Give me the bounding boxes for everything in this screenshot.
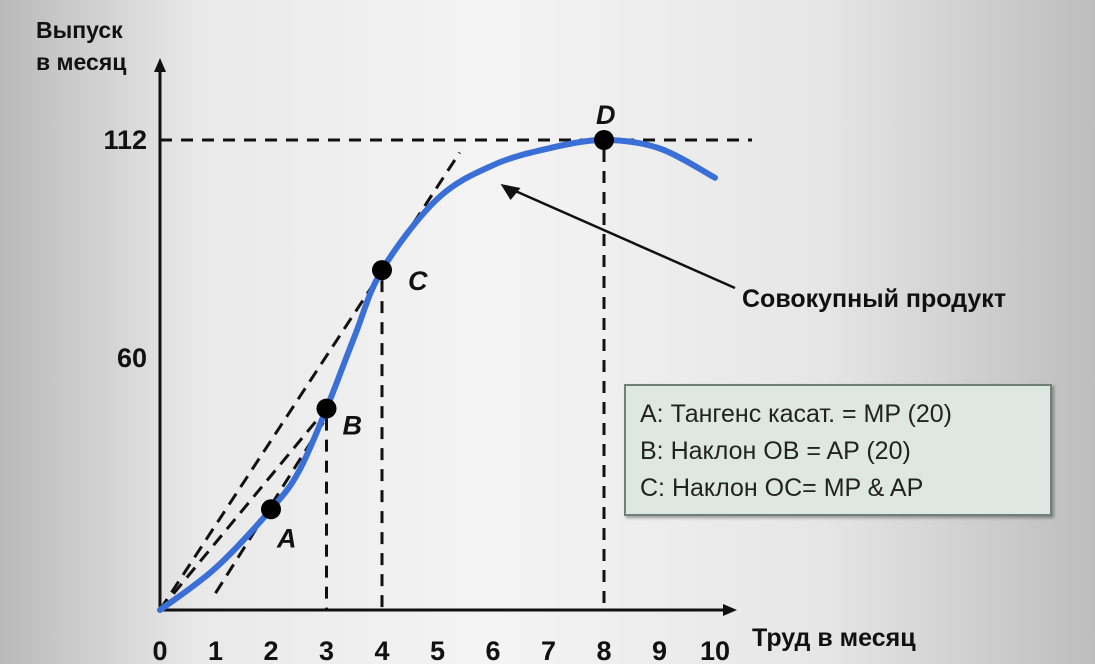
annotation-label: Совокупный продукт [742, 285, 1006, 313]
x-tick-label: 4 [374, 636, 389, 664]
point-d [594, 130, 614, 150]
point-label-a: A [276, 523, 297, 553]
legend-box: A: Тангенс касат. = MP (20) B: Наклон OB… [624, 384, 1052, 516]
x-tick-label: 6 [485, 636, 500, 664]
point-b [316, 398, 337, 419]
legend-line-a: A: Тангенс касат. = MP (20) [640, 400, 952, 428]
annotation-arrowhead-icon [500, 183, 521, 200]
point-a [261, 499, 281, 520]
y-tick-label: 112 [103, 125, 147, 155]
y-axis-title: Выпуск [36, 17, 123, 43]
y-tick-label: 60 [117, 343, 147, 373]
x-tick-label: 10 [700, 636, 730, 664]
point-label-b: B [343, 411, 363, 441]
x-tick-label: 3 [319, 636, 334, 664]
tangent-line [158, 151, 461, 611]
x-tick-label: 0 [152, 636, 167, 664]
y-axis-title: в месяц [36, 49, 126, 75]
legend-line-b: B: Наклон OB = AP (20) [640, 437, 911, 465]
point-label-c: C [408, 266, 428, 296]
x-tick-label: 8 [596, 636, 611, 664]
point-label-d: D [596, 100, 616, 130]
total-product-line [157, 136, 718, 613]
annotation-arrow [508, 186, 736, 290]
x-axis-title: Труд в месяц [752, 624, 916, 652]
tangent-line [158, 407, 328, 611]
x-tick-label: 9 [652, 636, 667, 664]
x-axis-arrow-icon [723, 604, 737, 616]
y-axis-arrow-icon [154, 58, 166, 72]
x-tick-label: 2 [263, 636, 278, 664]
point-c [372, 260, 392, 281]
x-tick-label: 7 [541, 636, 556, 664]
x-tick-label: 5 [430, 636, 445, 664]
legend-line-c: C: Наклон OC= MP & AP [640, 474, 924, 502]
x-tick-label: 1 [208, 636, 223, 664]
